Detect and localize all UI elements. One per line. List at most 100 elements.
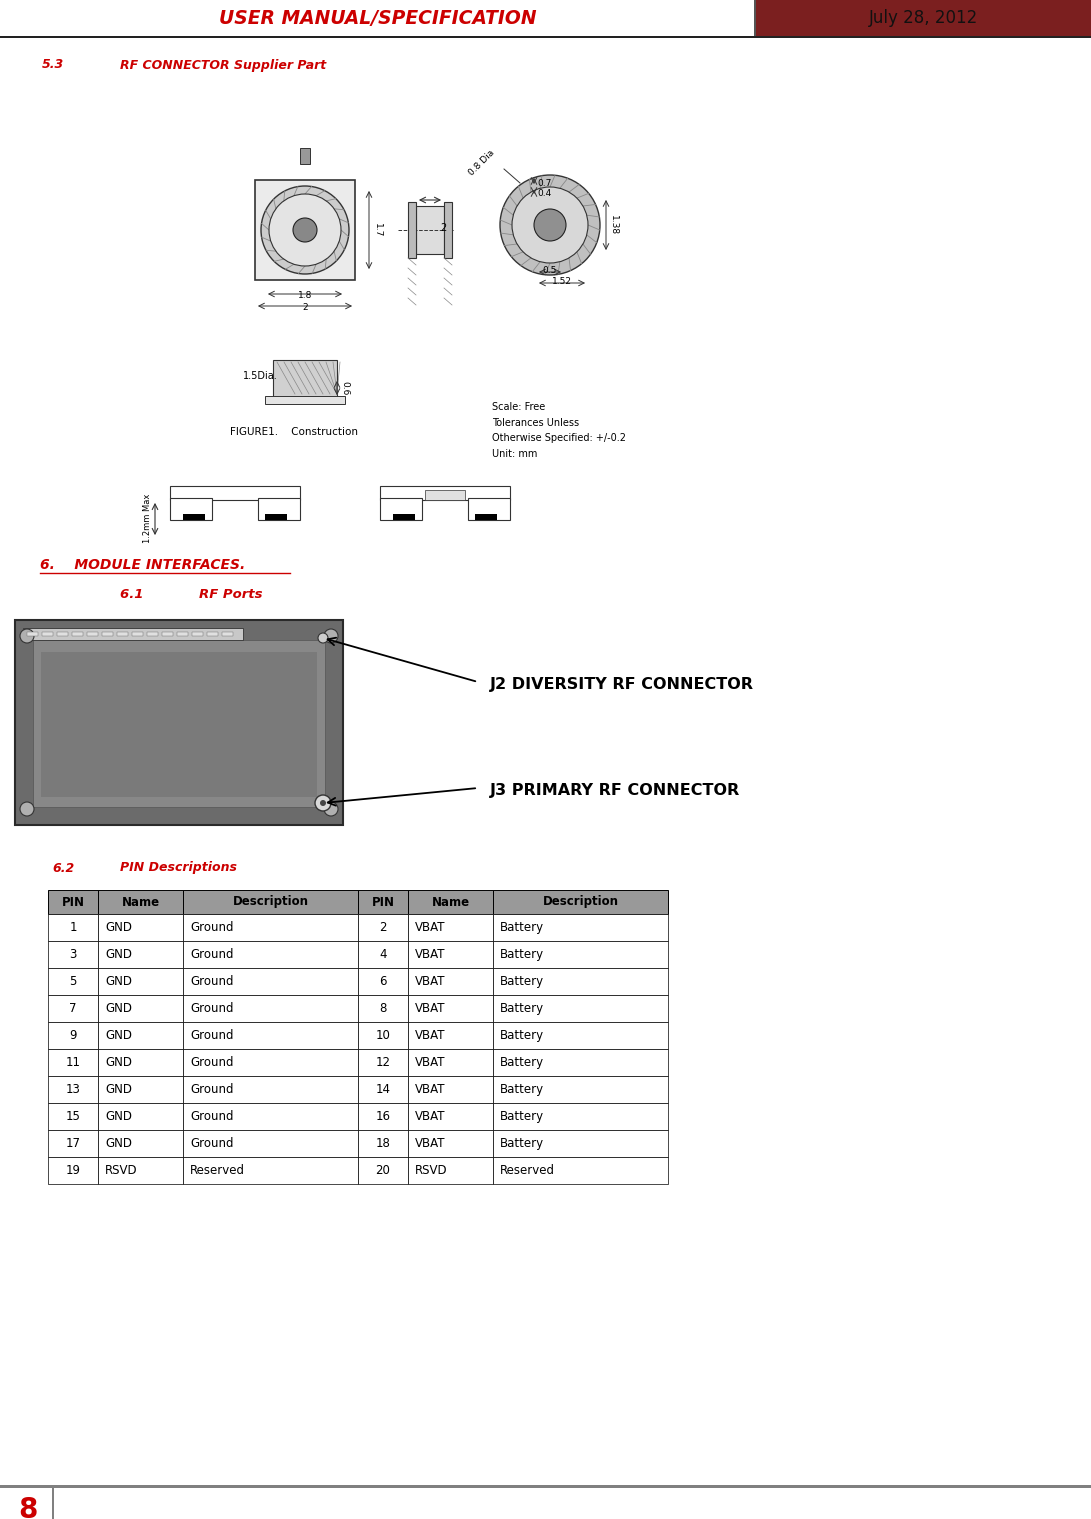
Text: RSVD: RSVD	[105, 1164, 137, 1177]
Bar	[358, 1130, 408, 1157]
Bar	[98, 940, 183, 968]
Bar	[493, 940, 668, 968]
Bar	[33, 639, 325, 807]
Bar	[408, 1050, 493, 1075]
Bar	[475, 513, 497, 519]
Text: Ground: Ground	[190, 948, 233, 962]
Text: 6.1            RF Ports: 6.1 RF Ports	[120, 588, 263, 602]
Text: Description: Description	[542, 896, 619, 908]
Text: 14: 14	[375, 1083, 391, 1097]
Text: 9: 9	[69, 1028, 76, 1042]
Bar	[408, 914, 493, 940]
Bar	[358, 940, 408, 968]
Bar	[170, 498, 212, 519]
Bar	[132, 632, 143, 636]
Circle shape	[500, 175, 600, 275]
Text: Ground: Ground	[190, 1028, 233, 1042]
Circle shape	[324, 802, 338, 816]
Bar	[358, 914, 408, 940]
Circle shape	[533, 210, 566, 242]
Bar	[48, 1075, 98, 1103]
Text: 1.7: 1.7	[373, 223, 382, 237]
Text: 6.2: 6.2	[52, 861, 74, 875]
Text: 0.8 Dia: 0.8 Dia	[467, 149, 496, 178]
Text: VBAT: VBAT	[415, 1138, 445, 1150]
Text: 0.6: 0.6	[340, 381, 349, 395]
Text: Name: Name	[431, 896, 469, 908]
Bar	[358, 1022, 408, 1050]
Bar	[408, 1157, 493, 1183]
Text: 3: 3	[70, 948, 76, 962]
Text: VBAT: VBAT	[415, 1056, 445, 1069]
Bar	[300, 147, 310, 164]
Text: 10: 10	[375, 1028, 391, 1042]
Text: GND: GND	[105, 1056, 132, 1069]
Bar	[48, 940, 98, 968]
Bar	[493, 968, 668, 995]
Bar	[408, 1103, 493, 1130]
Bar	[183, 1022, 358, 1050]
Text: PIN: PIN	[61, 896, 84, 908]
Text: 6: 6	[380, 975, 386, 987]
Bar	[48, 968, 98, 995]
Bar	[147, 632, 158, 636]
Bar	[444, 202, 452, 258]
Bar	[177, 632, 188, 636]
Text: Battery: Battery	[500, 1083, 544, 1097]
Bar	[358, 1050, 408, 1075]
Bar	[425, 491, 465, 500]
Circle shape	[315, 794, 331, 811]
Bar	[57, 632, 68, 636]
Bar	[408, 202, 416, 258]
Bar	[0, 36, 1091, 38]
Text: 1.52: 1.52	[552, 276, 572, 286]
Bar	[255, 179, 355, 279]
Text: GND: GND	[105, 1003, 132, 1015]
Bar	[98, 1157, 183, 1183]
Text: Ground: Ground	[190, 1056, 233, 1069]
Text: 18: 18	[375, 1138, 391, 1150]
Bar	[192, 632, 203, 636]
Text: GND: GND	[105, 975, 132, 987]
Text: 2: 2	[440, 223, 446, 232]
Bar	[183, 968, 358, 995]
Bar	[98, 914, 183, 940]
Bar	[754, 0, 756, 36]
Text: Ground: Ground	[190, 1138, 233, 1150]
Bar	[207, 632, 218, 636]
Bar	[101, 632, 113, 636]
Text: RSVD: RSVD	[415, 1164, 447, 1177]
Text: VBAT: VBAT	[415, 1028, 445, 1042]
Text: VBAT: VBAT	[415, 1083, 445, 1097]
Circle shape	[512, 187, 588, 263]
Text: 1.38: 1.38	[609, 214, 618, 235]
Text: Battery: Battery	[500, 1138, 544, 1150]
Bar	[493, 1022, 668, 1050]
Text: GND: GND	[105, 1110, 132, 1123]
Text: J3 PRIMARY RF CONNECTOR: J3 PRIMARY RF CONNECTOR	[490, 784, 741, 799]
Text: 11: 11	[65, 1056, 81, 1069]
Bar	[408, 890, 493, 914]
Text: Battery: Battery	[500, 1028, 544, 1042]
Bar	[41, 652, 317, 797]
Bar	[41, 632, 53, 636]
Bar	[183, 1075, 358, 1103]
Text: 2: 2	[302, 302, 308, 311]
Text: 5.3: 5.3	[41, 59, 64, 71]
Text: Battery: Battery	[500, 975, 544, 987]
Bar	[221, 632, 233, 636]
Bar	[183, 914, 358, 940]
Bar	[380, 486, 509, 500]
Text: Name: Name	[121, 896, 159, 908]
Text: Ground: Ground	[190, 1083, 233, 1097]
Bar	[183, 890, 358, 914]
Text: Ground: Ground	[190, 921, 233, 934]
Bar	[393, 513, 415, 519]
Bar	[358, 1157, 408, 1183]
Bar	[493, 995, 668, 1022]
Text: 8: 8	[19, 1496, 38, 1519]
Circle shape	[320, 801, 326, 807]
Bar	[72, 632, 83, 636]
Text: GND: GND	[105, 1083, 132, 1097]
Text: 1.2mm Max: 1.2mm Max	[143, 494, 152, 542]
